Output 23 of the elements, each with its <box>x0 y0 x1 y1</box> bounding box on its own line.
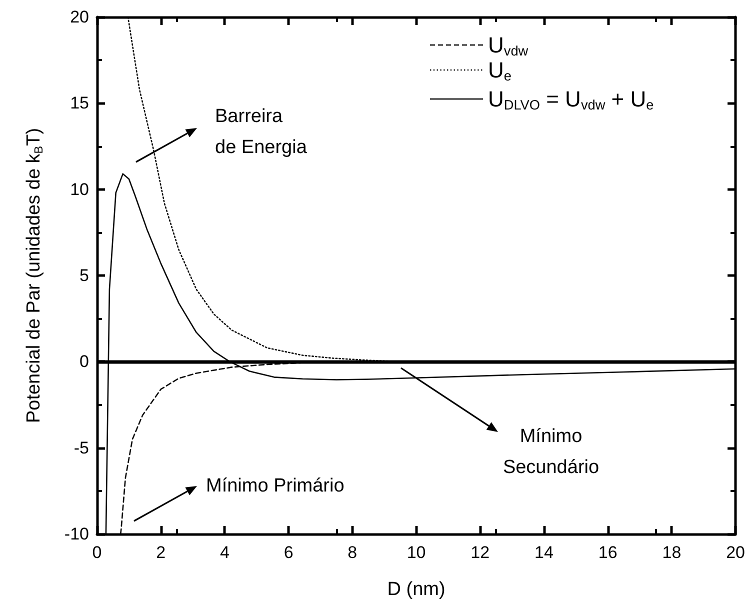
y-tick-label: 10 <box>70 180 89 199</box>
x-tick-label: 14 <box>534 543 554 562</box>
y-tick-label: 5 <box>80 266 89 285</box>
x-tick-label: 12 <box>470 543 490 562</box>
annotation: Barreira de Energia <box>215 106 308 158</box>
x-axis-title: D (nm) <box>387 579 446 600</box>
y-axis-title: Potencial de Par (unidades de kBT) <box>23 128 46 424</box>
x-tick-label: 16 <box>598 543 618 562</box>
annotation: Mínimo Primário <box>206 476 344 496</box>
x-tick-label: 10 <box>406 543 426 562</box>
x-tick-label: 0 <box>92 543 102 562</box>
y-tick-label: 0 <box>80 352 89 372</box>
x-tick-label: 20 <box>726 543 746 562</box>
x-tick-label: 18 <box>662 543 682 562</box>
x-tick-label: 4 <box>220 543 230 562</box>
y-tick-label: -5 <box>74 438 89 458</box>
annotation: Mínimo Secundário <box>502 426 600 478</box>
x-tick-label: 2 <box>156 543 166 562</box>
y-tick-label: 15 <box>70 94 89 113</box>
x-tick-label: 8 <box>348 543 358 562</box>
x-tick-label: 6 <box>284 543 294 562</box>
y-tick-label: 20 <box>70 8 89 26</box>
y-tick-label: -10 <box>64 524 89 544</box>
